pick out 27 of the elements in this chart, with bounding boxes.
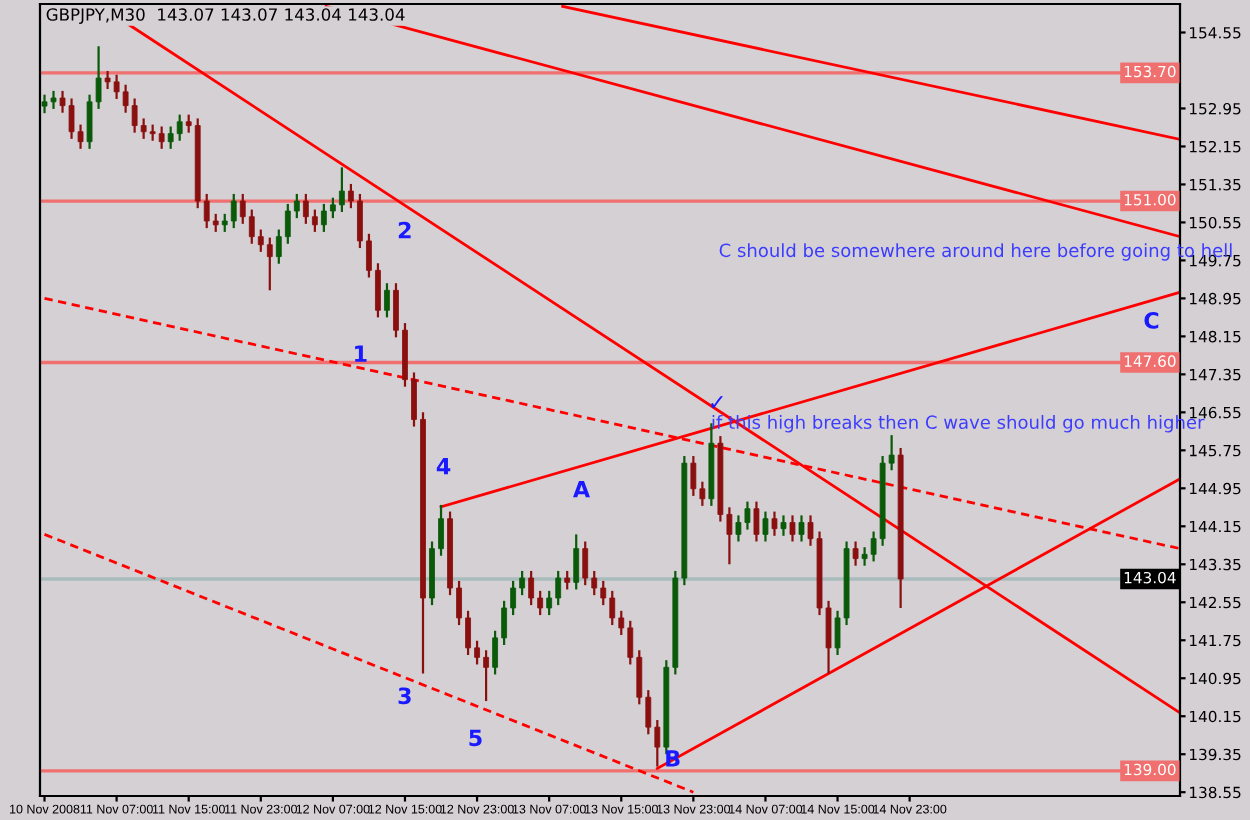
candlestick — [789, 514, 796, 543]
candlestick — [582, 540, 589, 587]
annotation: 2 — [398, 221, 411, 239]
annotation: 1 — [355, 345, 367, 362]
candlestick — [762, 510, 769, 543]
candlestick — [573, 533, 580, 591]
annotation: 5 — [469, 729, 482, 747]
annotation: 3 — [398, 687, 411, 705]
annotation: C — [1144, 312, 1159, 329]
annotation: A — [573, 481, 590, 498]
candlestick — [753, 500, 760, 543]
candlestick — [311, 208, 318, 234]
candlestick — [384, 282, 390, 319]
annotation: 4 — [436, 458, 451, 475]
chart-title: GBPJPY,M30 143.07 143.07 143.04 143.04 — [46, 8, 405, 24]
candlestick — [798, 514, 805, 543]
candlestick — [176, 113, 183, 142]
candlestick — [564, 569, 571, 591]
candlestick — [158, 125, 165, 150]
candlestick — [528, 569, 535, 607]
annotation: ✓ — [711, 396, 723, 408]
candlestick — [780, 514, 787, 537]
candlestick — [266, 236, 273, 292]
candlestick — [852, 540, 859, 567]
candlestick — [771, 510, 778, 537]
candlestick — [690, 454, 697, 498]
candlestick — [230, 192, 237, 230]
